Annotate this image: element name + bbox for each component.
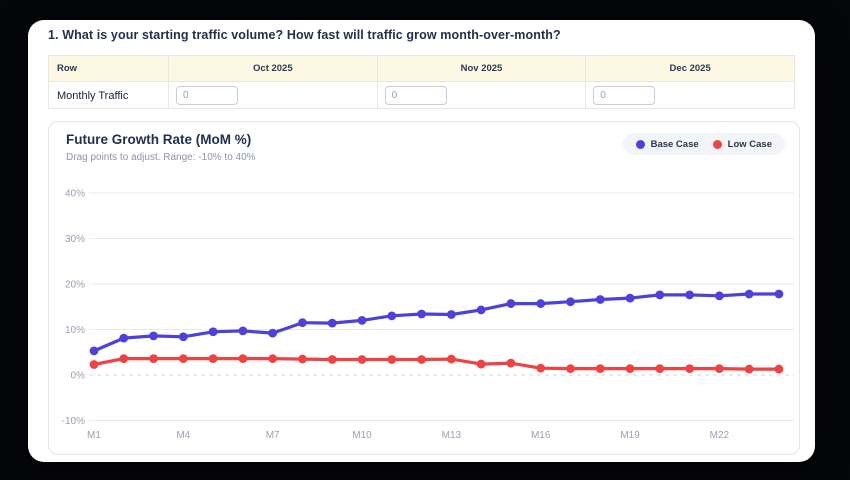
- traffic-table: Row Oct 2025 Nov 2025 Dec 2025 Monthly T…: [48, 55, 795, 109]
- legend-item-base-case: Base Case: [635, 138, 699, 150]
- base-case-line: [92, 292, 781, 353]
- question-heading: 1. What is your starting traffic volume?…: [48, 28, 561, 42]
- base-case-point-m5[interactable]: [208, 327, 218, 337]
- monthly-traffic-input-dec[interactable]: [593, 86, 656, 105]
- monthly-traffic-input-oct[interactable]: [176, 86, 238, 105]
- low-case-point-m23[interactable]: [744, 364, 754, 374]
- base-case-point-m16[interactable]: [536, 299, 546, 308]
- x-tick-label-M10: M10: [352, 430, 372, 441]
- legend-item-low-case: Low Case: [712, 138, 772, 150]
- base-case-point-m1[interactable]: [89, 346, 99, 356]
- header-nov-2025: Nov 2025: [376, 55, 587, 82]
- low-case-point-m15[interactable]: [506, 358, 516, 368]
- low-case-point-m4[interactable]: [178, 354, 188, 364]
- low-case-point-m16[interactable]: [536, 363, 546, 373]
- low-case-point-m17[interactable]: [566, 364, 575, 374]
- legend-label-low-case: Low Case: [727, 138, 772, 150]
- y-tick-label: 30%: [65, 234, 85, 245]
- x-tick-label-M7: M7: [266, 430, 280, 441]
- x-tick-label-M1: M1: [87, 430, 101, 441]
- base-case-point-m18[interactable]: [595, 295, 605, 304]
- low-case-point-m14[interactable]: [476, 359, 486, 369]
- chart-title: Future Growth Rate (MoM %): [66, 132, 252, 147]
- base-case-point-m6[interactable]: [238, 326, 248, 336]
- low-case-point-m3[interactable]: [149, 354, 158, 364]
- base-case-point-m2[interactable]: [119, 333, 129, 343]
- table-row: Monthly Traffic: [48, 81, 795, 109]
- row-label-monthly-traffic: Monthly Traffic: [57, 90, 129, 102]
- chart-legend: Base Case Low Case: [622, 133, 785, 155]
- base-case-point-m21[interactable]: [685, 290, 694, 300]
- base-case-point-m7[interactable]: [268, 328, 278, 338]
- low-case-point-m8[interactable]: [298, 354, 307, 364]
- low-case-dot-icon: [712, 139, 722, 149]
- low-case-point-m9[interactable]: [327, 355, 337, 364]
- low-case-point-m18[interactable]: [595, 364, 605, 374]
- base-case-point-m20[interactable]: [655, 290, 665, 300]
- base-case-point-m13[interactable]: [446, 310, 456, 319]
- base-case-point-m3[interactable]: [149, 331, 158, 341]
- low-case-point-m13[interactable]: [446, 354, 456, 364]
- y-tick-label: 0%: [71, 371, 86, 382]
- base-case-dot-icon: [635, 139, 645, 149]
- low-case-point-m11[interactable]: [387, 355, 397, 364]
- base-case-point-m19[interactable]: [625, 293, 635, 303]
- low-case-point-m20[interactable]: [655, 364, 665, 374]
- base-case-point-m24[interactable]: [774, 289, 784, 299]
- low-case-line: [92, 357, 781, 371]
- x-tick-label-M4: M4: [176, 430, 190, 441]
- chart-subtitle: Drag points to adjust. Range: -10% to 40…: [66, 152, 256, 163]
- y-tick-label: 40%: [65, 189, 85, 200]
- low-case-point-m24[interactable]: [774, 364, 784, 374]
- base-case-point-m23[interactable]: [744, 289, 754, 299]
- low-case-point-m2[interactable]: [119, 354, 129, 364]
- base-case-point-m10[interactable]: [357, 316, 367, 325]
- monthly-traffic-input-nov[interactable]: [384, 86, 447, 105]
- base-case-point-m17[interactable]: [566, 297, 575, 307]
- low-case-point-m19[interactable]: [625, 364, 635, 374]
- low-case-point-m6[interactable]: [238, 354, 248, 364]
- header-row: Row: [48, 55, 169, 82]
- low-case-point-m12[interactable]: [417, 355, 426, 364]
- y-tick-label: 10%: [65, 325, 85, 336]
- x-tick-label-M19: M19: [620, 430, 640, 441]
- header-oct-2025: Oct 2025: [168, 55, 378, 82]
- base-case-point-m8[interactable]: [298, 318, 307, 328]
- low-case-point-m21[interactable]: [685, 364, 694, 374]
- low-case-point-m22[interactable]: [714, 364, 724, 374]
- base-case-point-m15[interactable]: [506, 299, 516, 308]
- y-tick-label: -10%: [62, 416, 85, 427]
- base-case-point-m4[interactable]: [178, 332, 188, 342]
- header-dec-2025: Dec 2025: [585, 55, 795, 82]
- x-tick-label-M16: M16: [531, 430, 551, 441]
- growth-chart: 40% 30% 20% 10% 0% -10%M1 M4 M7 M10 M13 M16 M19 M22: [62, 189, 794, 441]
- base-case-point-m14[interactable]: [476, 305, 486, 315]
- x-tick-label-M13: M13: [442, 430, 462, 441]
- growth-chart-card: 40% 30% 20% 10% 0% -10% M1 M4 M7 M10 M13 M16 M19 M22 …: [48, 121, 800, 455]
- x-tick-label-M22: M22: [710, 430, 730, 441]
- app-card: 1. What is your starting traffic volume?…: [28, 20, 815, 462]
- base-case-point-m9[interactable]: [327, 318, 337, 328]
- low-case-point-m10[interactable]: [357, 355, 367, 364]
- table-header-row: Row Oct 2025 Nov 2025 Dec 2025: [48, 55, 795, 82]
- legend-label-base-case: Base Case: [650, 138, 699, 150]
- base-case-point-m22[interactable]: [714, 291, 724, 301]
- low-case-point-m1[interactable]: [89, 360, 99, 369]
- y-tick-label: 20%: [65, 280, 85, 291]
- base-case-point-m12[interactable]: [417, 309, 426, 319]
- low-case-point-m7[interactable]: [268, 354, 278, 364]
- low-case-point-m5[interactable]: [208, 354, 218, 364]
- base-case-point-m11[interactable]: [387, 311, 397, 321]
